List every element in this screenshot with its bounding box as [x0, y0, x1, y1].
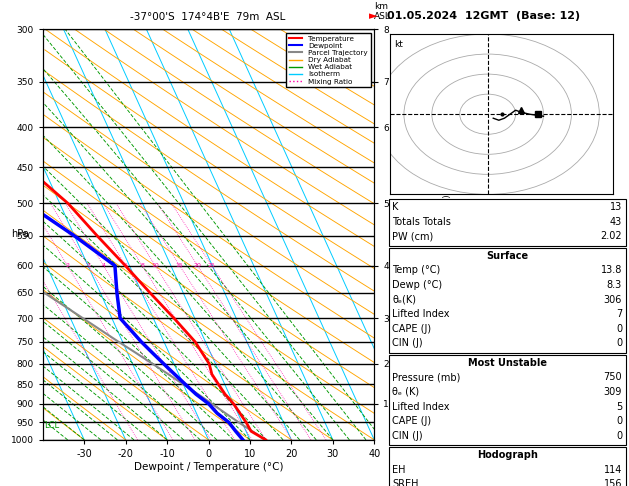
Text: 0: 0: [616, 416, 622, 426]
Text: 0: 0: [616, 324, 622, 334]
Legend: Temperature, Dewpoint, Parcel Trajectory, Dry Adiabat, Wet Adiabat, Isotherm, Mi: Temperature, Dewpoint, Parcel Trajectory…: [286, 33, 370, 87]
Text: Dewp (°C): Dewp (°C): [392, 280, 443, 290]
Text: CAPE (J): CAPE (J): [392, 416, 431, 426]
Text: Surface: Surface: [486, 251, 528, 261]
Text: CIN (J): CIN (J): [392, 431, 423, 441]
Text: Pressure (mb): Pressure (mb): [392, 372, 461, 382]
Text: Most Unstable: Most Unstable: [468, 358, 547, 368]
Text: CAPE (J): CAPE (J): [392, 324, 431, 334]
Text: 10: 10: [152, 263, 159, 268]
Text: θₑ (K): θₑ (K): [392, 387, 420, 397]
Text: 25: 25: [208, 263, 216, 268]
Text: 20: 20: [194, 263, 201, 268]
Text: 43: 43: [610, 217, 622, 227]
Text: 306: 306: [604, 295, 622, 305]
Text: hPa: hPa: [11, 229, 28, 240]
Text: Hodograph: Hodograph: [477, 450, 538, 460]
Text: K: K: [392, 202, 399, 212]
Text: Lifted Index: Lifted Index: [392, 309, 450, 319]
Text: 309: 309: [604, 387, 622, 397]
Text: Totals Totals: Totals Totals: [392, 217, 452, 227]
Text: PW (cm): PW (cm): [392, 231, 434, 242]
Text: 6: 6: [124, 263, 128, 268]
Text: 01.05.2024  12GMT  (Base: 12): 01.05.2024 12GMT (Base: 12): [387, 11, 580, 21]
Text: θₑ(K): θₑ(K): [392, 295, 416, 305]
Text: © weatheronline.co.uk: © weatheronline.co.uk: [459, 471, 555, 480]
Text: 0: 0: [616, 431, 622, 441]
Text: 8.3: 8.3: [607, 280, 622, 290]
Text: Mixing Ratio (g/kg): Mixing Ratio (g/kg): [443, 195, 452, 274]
Text: CIN (J): CIN (J): [392, 338, 423, 348]
Text: 13.8: 13.8: [601, 265, 622, 276]
Text: 2: 2: [65, 263, 69, 268]
Text: 5: 5: [616, 401, 622, 412]
Text: Lifted Index: Lifted Index: [392, 401, 450, 412]
Text: 750: 750: [603, 372, 622, 382]
Text: 3: 3: [86, 263, 90, 268]
Text: 2.02: 2.02: [601, 231, 622, 242]
Text: -37°00'S  174°4B'E  79m  ASL: -37°00'S 174°4B'E 79m ASL: [130, 12, 286, 22]
Text: 4: 4: [101, 263, 106, 268]
Text: 156: 156: [604, 479, 622, 486]
Text: 8: 8: [140, 263, 144, 268]
X-axis label: Dewpoint / Temperature (°C): Dewpoint / Temperature (°C): [134, 462, 283, 471]
Text: 0: 0: [616, 338, 622, 348]
Text: EH: EH: [392, 465, 406, 475]
Text: ►: ►: [369, 11, 377, 21]
Text: 7: 7: [616, 309, 622, 319]
Text: kt: kt: [394, 40, 403, 50]
Text: LCL: LCL: [44, 421, 59, 431]
Text: Temp (°C): Temp (°C): [392, 265, 441, 276]
Text: km
ASL: km ASL: [374, 1, 391, 21]
Text: 15: 15: [175, 263, 184, 268]
Text: 13: 13: [610, 202, 622, 212]
Text: SREH: SREH: [392, 479, 419, 486]
Text: 114: 114: [604, 465, 622, 475]
